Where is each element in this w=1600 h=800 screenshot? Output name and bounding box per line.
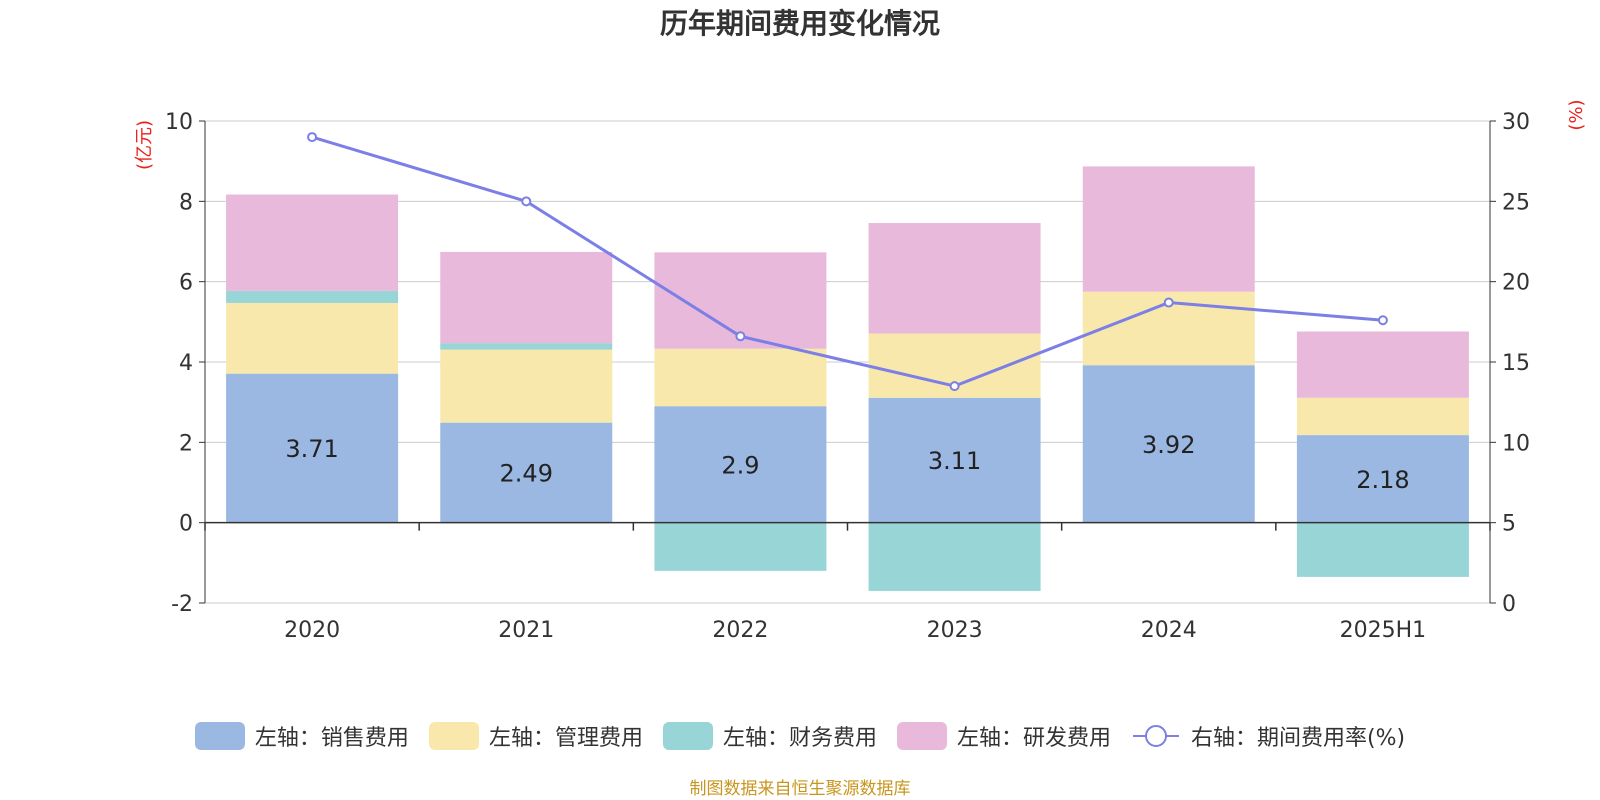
category-label: 2021 — [498, 618, 554, 643]
bar-segment — [226, 194, 399, 291]
rate-point — [949, 381, 960, 392]
bar-segment — [1082, 166, 1255, 292]
bar-segment — [1296, 397, 1469, 436]
chart-title: 历年期间费用变化情况 — [659, 7, 940, 40]
bar-segment — [654, 406, 827, 523]
category-label: 2024 — [1141, 618, 1197, 643]
legend-swatch — [896, 722, 947, 750]
left-tick-label: 2 — [179, 431, 193, 456]
category-label: 2022 — [712, 618, 768, 643]
bar-data-label: 3.71 — [285, 435, 338, 463]
rate-point — [1163, 297, 1174, 308]
rate-point — [1377, 315, 1388, 326]
left-tick-label: 10 — [165, 110, 193, 135]
legend-item[interactable]: 左轴：销售费用 — [194, 720, 409, 752]
label-layer: 3.71 2.49 2.9 3.11 3.92 2.18 — [285, 431, 1409, 494]
bar-segment — [226, 302, 399, 374]
right-axis-unit: (%) — [1566, 99, 1587, 130]
legend: 左轴：销售费用 左轴：管理费用 左轴：财务费用 左轴：研发费用 右轴：期间费用率(%) — [0, 718, 1600, 754]
bar-segment — [440, 251, 613, 344]
rate-point — [735, 331, 746, 342]
bar-data-label: 2.9 — [721, 451, 759, 479]
right-tick-label: 30 — [1502, 110, 1530, 135]
legend-item[interactable]: 左轴：管理费用 — [428, 720, 643, 752]
right-tick-label: 0 — [1502, 592, 1516, 617]
bar-segment — [654, 522, 827, 571]
legend-label: 左轴：研发费用 — [956, 726, 1111, 751]
rate-point — [307, 132, 318, 143]
bar-layer — [226, 166, 1469, 591]
bar-segment — [1296, 435, 1469, 523]
legend-line-swatch — [1132, 725, 1179, 747]
rate-point — [521, 196, 532, 207]
legend-swatch — [194, 722, 245, 750]
category-label: 2025H1 — [1340, 618, 1427, 643]
bar-segment — [440, 422, 613, 523]
right-tick-label: 10 — [1502, 431, 1530, 456]
category-label: 2023 — [927, 618, 983, 643]
line-layer — [307, 132, 1388, 392]
right-tick-label: 20 — [1502, 271, 1530, 296]
left-tick-label: 4 — [179, 351, 193, 376]
right-tick-label: 15 — [1502, 351, 1530, 376]
bar-data-label: 3.92 — [1142, 431, 1195, 459]
bar-data-label: 3.11 — [928, 447, 981, 475]
left-axis-unit: (亿元) — [134, 120, 155, 170]
bar-segment — [1082, 365, 1255, 523]
left-tick-label: 8 — [179, 190, 193, 215]
right-tick-label: 5 — [1502, 512, 1516, 537]
bar-segment — [868, 223, 1041, 334]
legend-label: 左轴：销售费用 — [254, 726, 409, 751]
source-note: 制图数据来自恒生聚源数据库 — [689, 779, 911, 799]
bar-segment — [226, 290, 399, 303]
bar-segment — [1296, 331, 1469, 398]
bar-segment — [868, 397, 1041, 523]
category-label: 2020 — [284, 618, 340, 643]
left-tick-label: 6 — [179, 271, 193, 296]
axis-layer: -2 0 2 4 6 8 10 0 5 10 15 20 25 30 (亿元) (%) 2020 2021 2022… — [134, 99, 1587, 643]
legend-swatch — [662, 722, 713, 750]
bar-segment — [226, 373, 399, 523]
left-tick-label: -2 — [171, 592, 193, 617]
bar-segment — [654, 348, 827, 407]
legend-item[interactable]: 左轴：财务费用 — [662, 720, 877, 752]
legend-label: 右轴：期间费用率(%) — [1190, 726, 1406, 751]
legend-swatch — [428, 722, 479, 750]
legend-label: 左轴：财务费用 — [722, 726, 877, 751]
legend-label: 左轴：管理费用 — [488, 726, 643, 751]
bar-data-label: 2.18 — [1356, 466, 1409, 494]
bar-segment — [1296, 522, 1469, 577]
left-tick-label: 0 — [179, 512, 193, 537]
bar-data-label: 2.49 — [500, 460, 553, 488]
rate-line — [311, 135, 1384, 388]
bar-segment — [440, 349, 613, 423]
legend-item[interactable]: 左轴：研发费用 — [896, 720, 1111, 752]
right-tick-label: 25 — [1502, 190, 1530, 215]
legend-item[interactable]: 右轴：期间费用率(%) — [1131, 720, 1405, 752]
bar-segment — [440, 343, 613, 350]
bar-segment — [868, 522, 1041, 591]
